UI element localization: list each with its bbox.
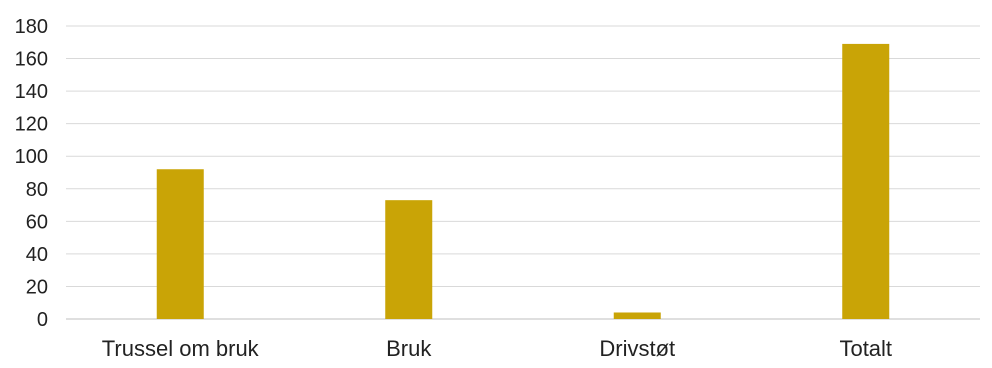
bar-3 (842, 43, 890, 320)
x-tick-label: Bruk (386, 336, 432, 361)
x-tick-label: Trussel om bruk (102, 336, 260, 361)
y-tick-label: 160 (15, 49, 48, 71)
y-tick-label: 100 (15, 146, 48, 168)
x-tick-label: Drivstøt (599, 336, 675, 361)
x-tick-label: Totalt (839, 336, 892, 361)
y-tick-label: 80 (26, 179, 48, 201)
y-tick-label: 140 (15, 81, 48, 103)
y-tick-label: 60 (26, 211, 48, 233)
bar-0 (156, 169, 204, 319)
y-tick-label: 120 (15, 114, 48, 136)
y-tick-label: 40 (26, 244, 48, 266)
bars (156, 43, 890, 320)
x-axis-ticks: Trussel om bruk Bruk Drivstøt Totalt (102, 336, 892, 361)
gridlines (66, 25, 980, 320)
y-axis-ticks: 0 20 40 60 80 100 120 140 160 180 (15, 16, 48, 331)
y-tick-label: 0 (37, 309, 48, 331)
y-tick-label: 180 (15, 16, 48, 38)
bar-2 (613, 312, 661, 319)
bar-1 (385, 200, 433, 319)
y-tick-label: 20 (26, 276, 48, 298)
